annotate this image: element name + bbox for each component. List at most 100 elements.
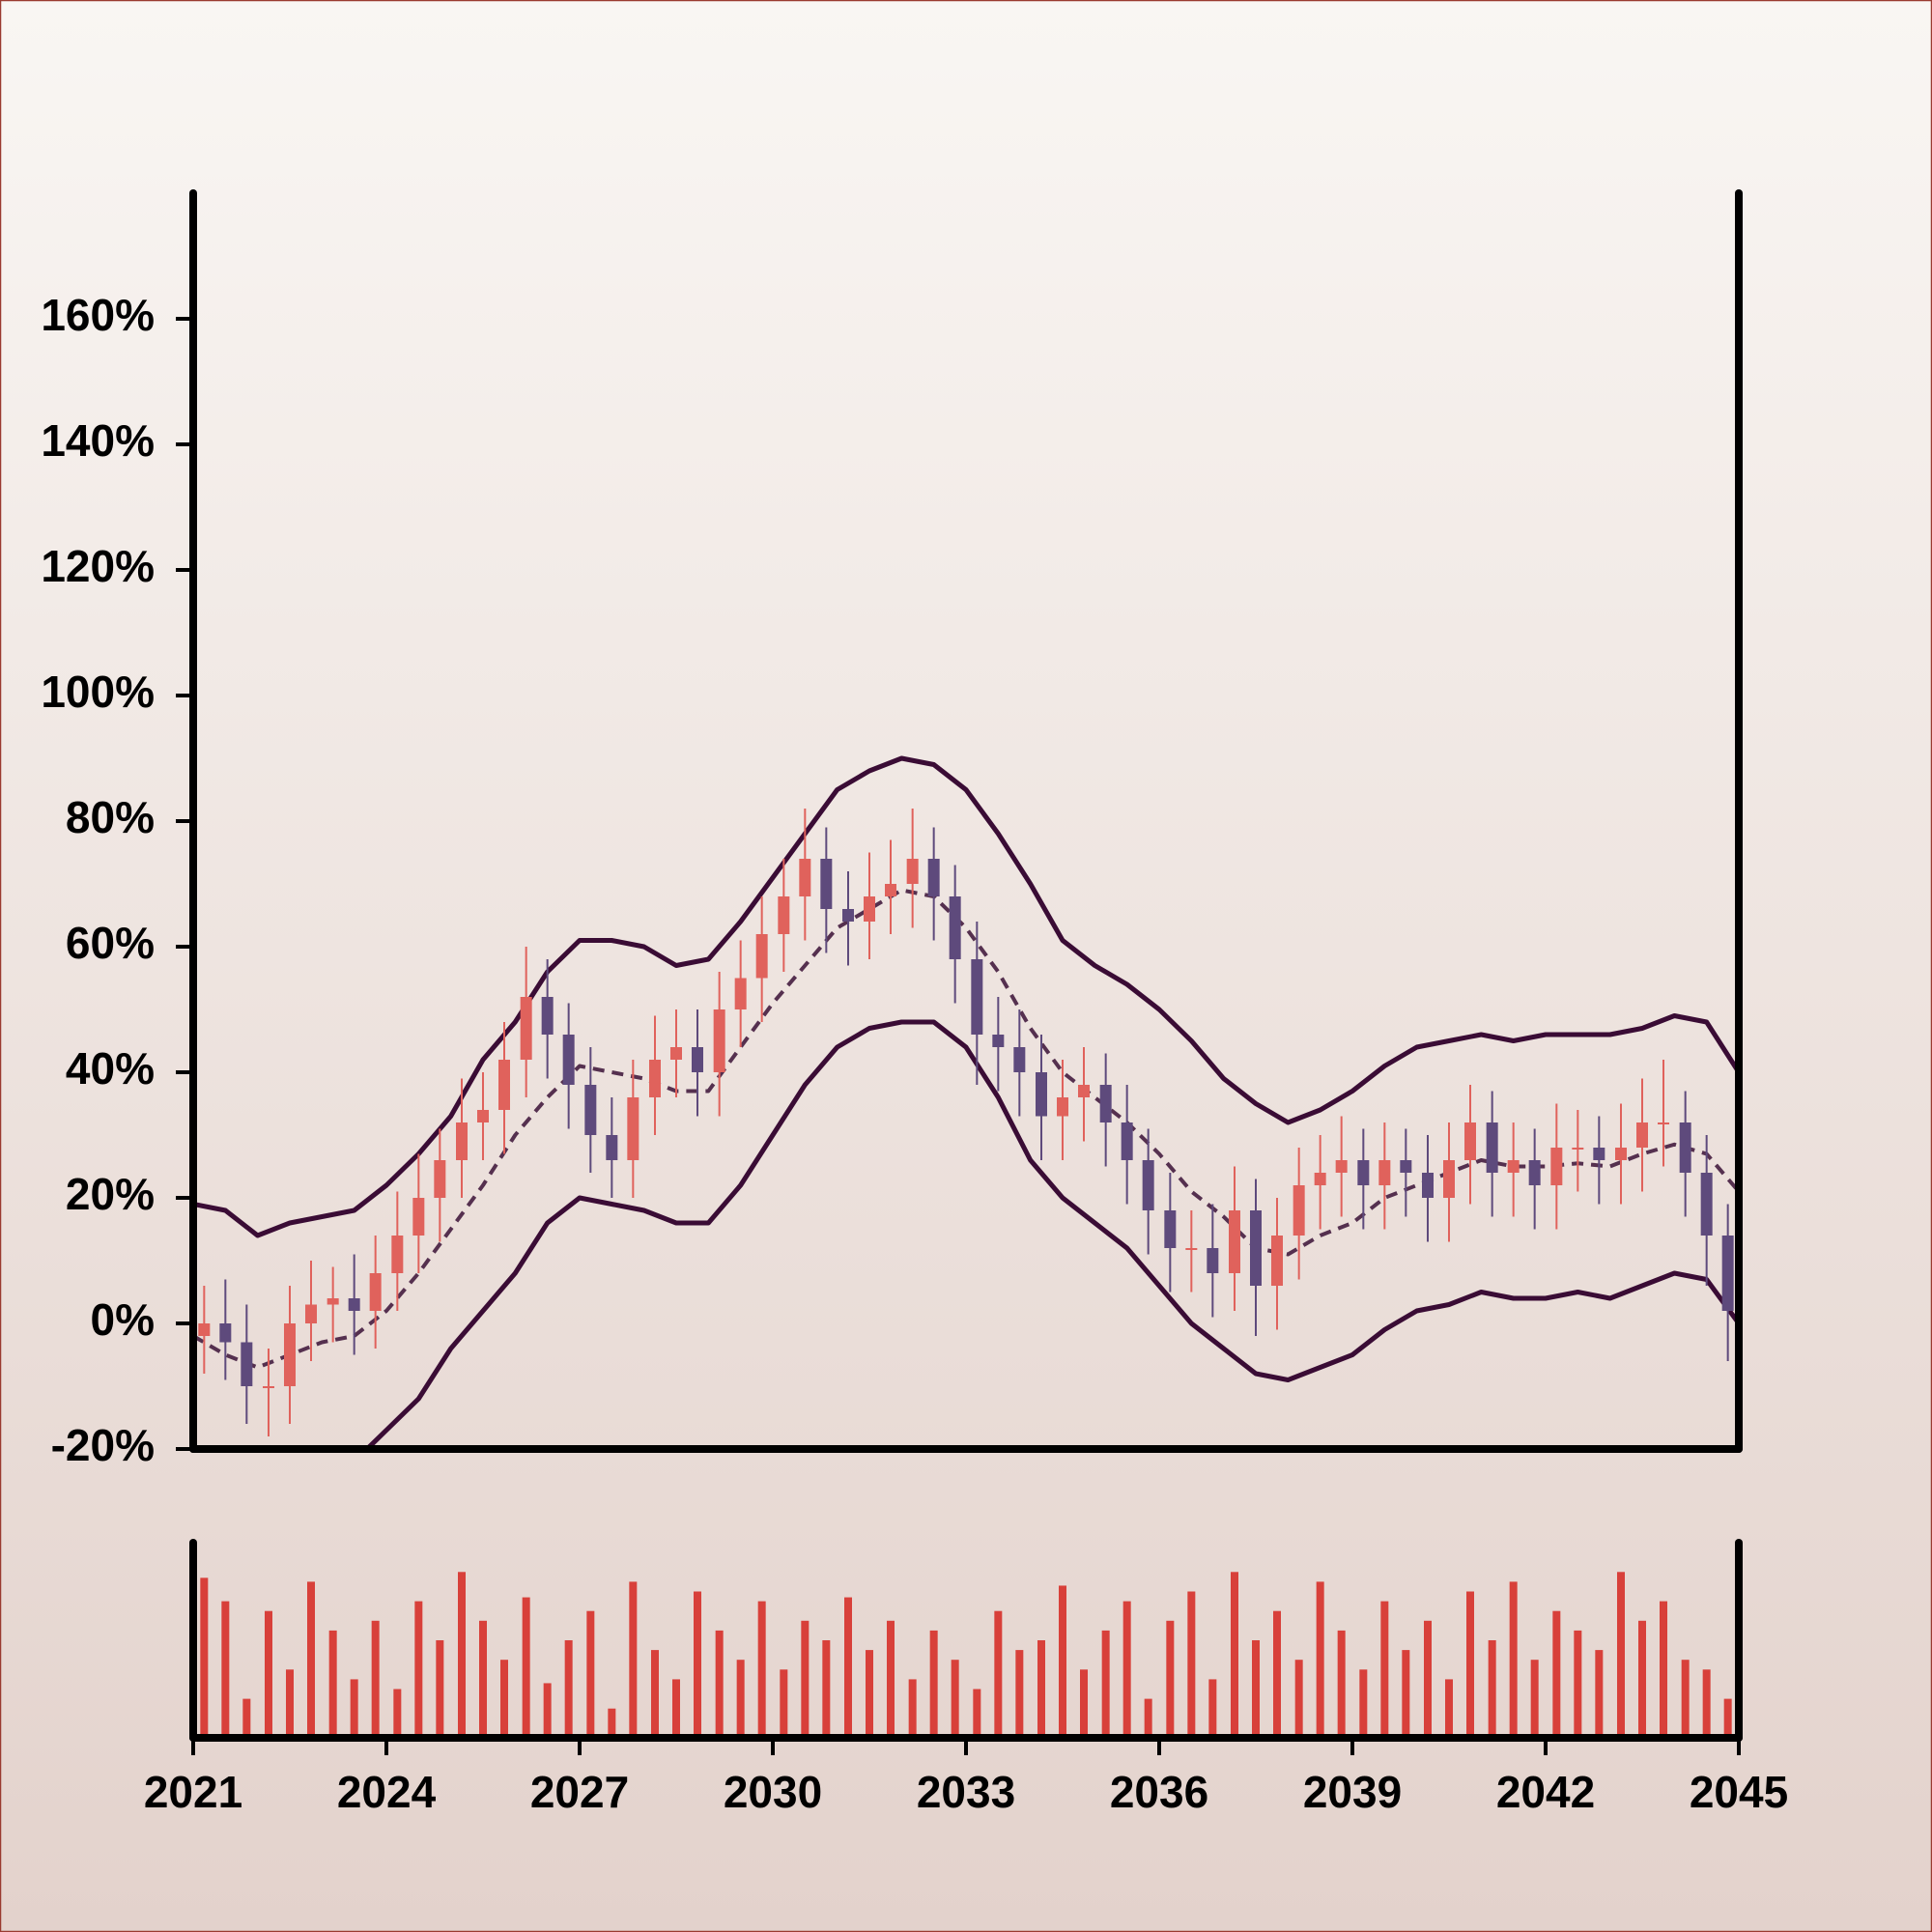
volume-bar bbox=[1466, 1591, 1474, 1738]
x-tick-label: 2030 bbox=[724, 1767, 822, 1817]
volume-bar bbox=[1424, 1620, 1432, 1738]
candle-body bbox=[842, 909, 854, 922]
axes: -20% 0% 20% 40% 60% 80% 100% 120% 140% 160% 2021 20… bbox=[41, 189, 1788, 1817]
volume-bar bbox=[1530, 1660, 1539, 1738]
volume-bar bbox=[307, 1581, 315, 1738]
candle-body bbox=[327, 1298, 339, 1305]
y-tick-label: 0% bbox=[91, 1294, 155, 1345]
volume-bar bbox=[1509, 1581, 1518, 1738]
candle-body bbox=[284, 1323, 296, 1386]
volume-bar bbox=[694, 1591, 701, 1738]
volume-bar bbox=[1208, 1679, 1217, 1738]
candle-body bbox=[1164, 1210, 1177, 1248]
volume-bar bbox=[500, 1660, 508, 1738]
volume-bar bbox=[1231, 1572, 1238, 1738]
volume-bar bbox=[1337, 1630, 1346, 1738]
volume-bar bbox=[265, 1610, 272, 1738]
candle-body bbox=[198, 1323, 211, 1336]
candle-body bbox=[1528, 1160, 1541, 1185]
candle-body bbox=[456, 1122, 468, 1160]
volume-bar bbox=[844, 1597, 852, 1738]
volume-bar bbox=[1166, 1620, 1175, 1738]
band-line bbox=[193, 755, 1739, 1238]
volume-bar bbox=[242, 1698, 251, 1738]
candle-body bbox=[1486, 1122, 1498, 1173]
candle-body bbox=[1378, 1160, 1391, 1185]
candle-body bbox=[412, 1198, 425, 1236]
volume-bar bbox=[908, 1679, 917, 1738]
volume-bar bbox=[1552, 1610, 1561, 1738]
candle-body bbox=[1507, 1160, 1520, 1173]
x-tick-label: 2045 bbox=[1690, 1767, 1788, 1817]
volume-bar bbox=[350, 1679, 358, 1738]
candle-body bbox=[906, 859, 919, 884]
candle-body bbox=[864, 896, 875, 922]
candle-body bbox=[820, 859, 833, 909]
x-tick-label: 2039 bbox=[1303, 1767, 1402, 1817]
volume-bar bbox=[1101, 1630, 1110, 1738]
volume-bar bbox=[672, 1679, 680, 1738]
volume-bar bbox=[801, 1620, 810, 1738]
volume-bar bbox=[1015, 1650, 1024, 1738]
volume-bar bbox=[1445, 1679, 1453, 1738]
candle-body bbox=[219, 1323, 232, 1343]
volume-bar bbox=[479, 1620, 487, 1738]
candle-body bbox=[1250, 1210, 1262, 1286]
candle-body bbox=[1013, 1047, 1026, 1072]
candle-body bbox=[1550, 1148, 1563, 1185]
candle-body bbox=[1185, 1248, 1198, 1250]
candle-body bbox=[520, 997, 532, 1060]
candle-body bbox=[1700, 1173, 1713, 1236]
volume-bar bbox=[1702, 1669, 1711, 1738]
candle-body bbox=[1057, 1097, 1068, 1117]
candle-body bbox=[734, 978, 747, 1009]
volume-bar bbox=[393, 1689, 402, 1738]
y-tick-label: 140% bbox=[41, 415, 155, 466]
candle-body bbox=[949, 896, 961, 959]
candle-body bbox=[692, 1047, 703, 1072]
volume-bar bbox=[1273, 1610, 1281, 1738]
volume-bar bbox=[1359, 1669, 1368, 1738]
volume-bar bbox=[866, 1650, 873, 1738]
volume-bar bbox=[1660, 1601, 1667, 1738]
candle-body bbox=[1121, 1122, 1133, 1160]
y-tick-label: 20% bbox=[66, 1169, 155, 1219]
candle-body bbox=[498, 1060, 510, 1110]
y-tick-label: -20% bbox=[51, 1420, 155, 1470]
volume-bar bbox=[1595, 1650, 1604, 1738]
candle-body bbox=[778, 896, 790, 934]
candle-body bbox=[1572, 1148, 1584, 1150]
y-tick-label: 160% bbox=[41, 290, 155, 340]
candle-body bbox=[1099, 1085, 1112, 1122]
candle-body bbox=[1721, 1236, 1734, 1311]
candle-body bbox=[305, 1304, 317, 1323]
candle-body bbox=[1443, 1160, 1455, 1198]
volume-bar bbox=[436, 1640, 444, 1738]
volume-bar bbox=[1574, 1630, 1582, 1738]
candle-body bbox=[1400, 1160, 1412, 1173]
candle-body bbox=[799, 859, 811, 896]
candle-body bbox=[1357, 1160, 1370, 1185]
x-tick-label: 2027 bbox=[530, 1767, 629, 1817]
candle-body bbox=[1314, 1173, 1326, 1185]
candle-body bbox=[1078, 1085, 1090, 1097]
candle-body bbox=[649, 1060, 661, 1097]
volume-bar bbox=[564, 1640, 573, 1738]
candle-body bbox=[1679, 1122, 1691, 1173]
x-tick-label: 2036 bbox=[1110, 1767, 1208, 1817]
volume-bar bbox=[994, 1610, 1003, 1738]
volume-bar bbox=[973, 1689, 981, 1738]
candle-body bbox=[1293, 1185, 1305, 1236]
candle-body bbox=[1036, 1072, 1047, 1117]
volume-bar bbox=[1638, 1620, 1646, 1738]
candle-body bbox=[627, 1097, 639, 1160]
volume-bar bbox=[1488, 1640, 1496, 1738]
volume-bar bbox=[522, 1597, 530, 1738]
volume-bar bbox=[328, 1630, 337, 1738]
candle-body bbox=[1335, 1160, 1348, 1173]
candle-body bbox=[348, 1298, 360, 1311]
volume-bar bbox=[651, 1650, 659, 1738]
x-tick-label: 2021 bbox=[144, 1767, 242, 1817]
